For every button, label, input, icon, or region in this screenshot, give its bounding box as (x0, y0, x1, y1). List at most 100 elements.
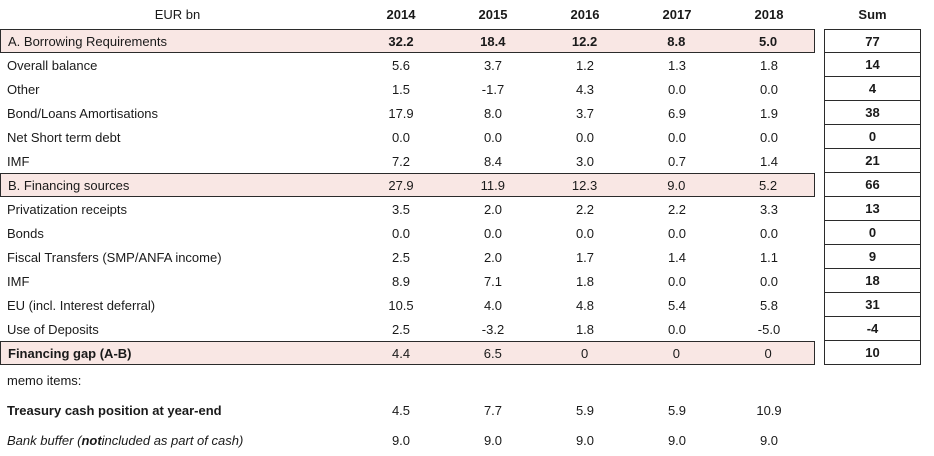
row-label: EU (incl. Interest deferral) (7, 297, 156, 313)
table-row: A. Borrowing Requirements 32.2 18.4 12.2… (0, 29, 934, 53)
cell-value: 0 (580, 345, 589, 361)
sum-cell: 31 (824, 293, 921, 317)
table-row: Net Short term debt 0.0 0.0 0.0 0.0 0.0 … (0, 125, 934, 149)
cell-value: 6.9 (667, 105, 687, 121)
cell-value: 8.9 (391, 273, 411, 289)
sum-cell (824, 395, 921, 425)
cell-value: 8.8 (667, 33, 686, 49)
column-gap (815, 101, 824, 125)
column-gap (815, 365, 824, 395)
sum-cell: 10 (824, 341, 921, 365)
row-label: Privatization receipts (7, 201, 127, 217)
sum-cell: 0 (824, 125, 921, 149)
sum-cell: -4 (824, 317, 921, 341)
table-header-row: EUR bn 2014 2015 2016 2017 2018 Sum (0, 0, 934, 29)
cell-value: 9.0 (575, 432, 595, 448)
row-label: IMF (7, 273, 30, 289)
cell-value: 0.0 (759, 129, 779, 145)
row-label: Net Short term debt (7, 129, 121, 145)
cell-value: 1.2 (575, 57, 595, 73)
sum-cell: 14 (824, 53, 921, 77)
cell-value: -5.0 (757, 321, 781, 337)
cell-value: 5.9 (575, 402, 595, 418)
row-band: Fiscal Transfers (SMP/ANFA income) 2.5 2… (0, 245, 815, 269)
cell-value: 12.3 (571, 177, 598, 193)
cell-value: 1.4 (667, 249, 687, 265)
cell-value (355, 365, 447, 395)
cell-value: 5.9 (667, 402, 687, 418)
column-gap (815, 77, 824, 101)
row-band: Bonds 0.0 0.0 0.0 0.0 0.0 (0, 221, 815, 245)
cell-value: 7.1 (483, 273, 503, 289)
cell-value: 4.5 (391, 402, 411, 418)
cell-value: 1.5 (391, 81, 411, 97)
cell-value: 9.0 (483, 432, 503, 448)
cell-value: 18.4 (480, 33, 506, 49)
table-row: Bond/Loans Amortisations 17.9 8.0 3.7 6.… (0, 101, 934, 125)
cell-value: 0.0 (575, 225, 595, 241)
row-label: Other (7, 81, 40, 97)
column-gap (815, 425, 824, 455)
cell-value: 0.0 (759, 273, 779, 289)
cell-value: 0 (672, 345, 680, 361)
cell-value: 1.9 (759, 105, 779, 121)
cell-value: 3.0 (575, 153, 595, 169)
cell-value: 1.1 (759, 249, 779, 265)
sum-cell: 0 (824, 221, 921, 245)
cell-value: 8.4 (483, 153, 503, 169)
year-column-header: 2016 (570, 7, 600, 22)
cell-value: 4.4 (391, 345, 411, 361)
cell-value: 2.2 (667, 201, 687, 217)
table-row: memo items: (0, 365, 934, 395)
table-row: Fiscal Transfers (SMP/ANFA income) 2.5 2… (0, 245, 934, 269)
cell-value: 0.0 (391, 129, 411, 145)
column-gap (815, 245, 824, 269)
cell-value: 3.3 (759, 201, 779, 217)
header-band: EUR bn 2014 2015 2016 2017 2018 (0, 0, 815, 29)
row-label: A. Borrowing Requirements (8, 33, 167, 49)
row-band: Privatization receipts 3.5 2.0 2.2 2.2 3… (0, 197, 815, 221)
cell-value: 5.8 (759, 297, 779, 313)
unit-label: EUR bn (154, 7, 201, 22)
row-band: Bond/Loans Amortisations 17.9 8.0 3.7 6.… (0, 101, 815, 125)
cell-value: 1.3 (667, 57, 687, 73)
column-gap (815, 197, 824, 221)
cell-value: 0.0 (483, 225, 503, 241)
sum-cell: 66 (824, 173, 921, 197)
cell-value: 0.0 (391, 225, 411, 241)
sum-cell (824, 425, 921, 455)
year-column-header: 2017 (662, 7, 692, 22)
row-band: EU (incl. Interest deferral) 10.5 4.0 4.… (0, 293, 815, 317)
column-gap (815, 173, 824, 197)
cell-value: 2.5 (391, 249, 411, 265)
cell-value (631, 365, 723, 395)
column-gap (815, 317, 824, 341)
row-band: Overall balance 5.6 3.7 1.2 1.3 1.8 (0, 53, 815, 77)
table-row: Other 1.5 -1.7 4.3 0.0 0.0 4 (0, 77, 934, 101)
cell-value: 7.2 (391, 153, 411, 169)
row-band: memo items: (0, 365, 815, 395)
year-column-header: 2015 (478, 7, 508, 22)
cell-value: 2.5 (391, 321, 411, 337)
cell-value (723, 365, 815, 395)
year-column-header: 2018 (754, 7, 784, 22)
table-row: B. Financing sources 27.9 11.9 12.3 9.0 … (0, 173, 934, 197)
cell-value: 0.7 (667, 153, 687, 169)
cell-value: 0.0 (667, 321, 687, 337)
cell-value: 4.0 (483, 297, 503, 313)
row-band: Use of Deposits 2.5 -3.2 1.8 0.0 -5.0 (0, 317, 815, 341)
table-row: Bank buffer (not included as part of cas… (0, 425, 934, 455)
sum-cell (824, 365, 921, 395)
cell-value: 6.5 (483, 345, 502, 361)
cell-value: 0.0 (759, 81, 779, 97)
table-row: Financing gap (A-B) 4.4 6.5 0 0 0 10 (0, 341, 934, 365)
cell-value: 1.8 (575, 321, 595, 337)
cell-value: 10.5 (388, 297, 414, 313)
sum-cell: 9 (824, 245, 921, 269)
cell-value: -3.2 (481, 321, 505, 337)
sum-cell: 21 (824, 149, 921, 173)
row-band: Bank buffer (not included as part of cas… (0, 425, 815, 455)
cell-value: 10.9 (756, 402, 782, 418)
cell-value: 1.7 (575, 249, 595, 265)
